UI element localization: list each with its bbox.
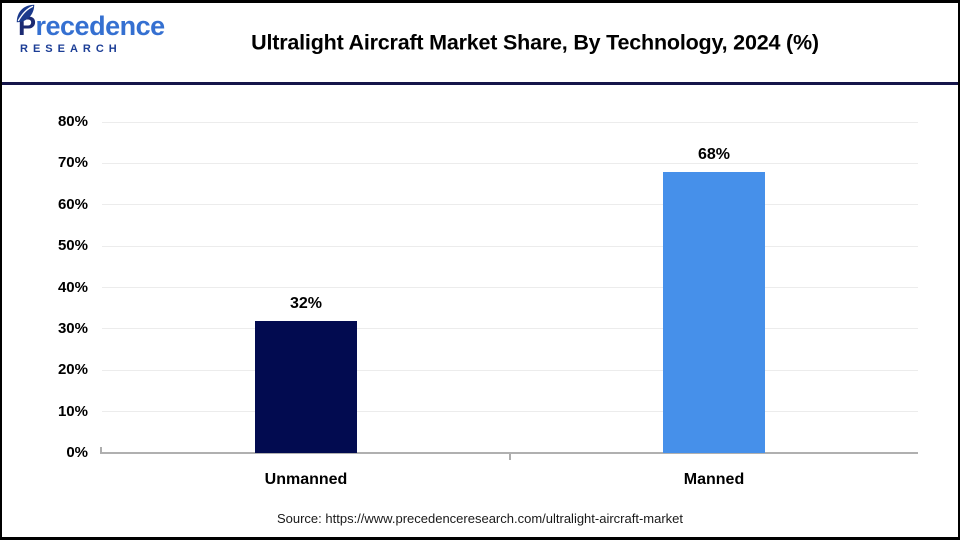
chart-title: Ultralight Aircraft Market Share, By Tec…	[251, 30, 819, 55]
leaf-icon	[16, 4, 35, 23]
bar-manned	[663, 171, 765, 453]
logo-subtitle-text: RESEARCH	[20, 42, 122, 55]
bar-unmanned	[255, 320, 357, 453]
x-axis-mid-tick	[509, 454, 511, 460]
header-separator	[2, 82, 958, 85]
bar-chart: 0% 10% 20% 30% 40% 50% 60% 70% 80% 32% Unmanned 68%…	[2, 3, 958, 537]
y-axis-tick-label: 10%	[57, 402, 88, 420]
gridline	[102, 121, 918, 123]
gridline	[102, 287, 918, 288]
y-axis-tick-label: 80%	[57, 113, 88, 130]
x-axis-category-label: Unmanned	[264, 471, 348, 488]
y-axis-tick-label: 60%	[57, 195, 88, 213]
bar-value-label: 68%	[697, 145, 731, 163]
gridline	[102, 204, 918, 206]
gridline	[102, 245, 918, 247]
logo-wordmark: Precedence	[16, 4, 165, 42]
x-axis-line	[100, 452, 918, 454]
gridline	[102, 162, 918, 164]
bar-value-label: 32%	[289, 294, 323, 312]
gridline	[102, 411, 918, 413]
y-axis-tick-label: 50%	[57, 237, 88, 255]
gridline	[102, 328, 918, 330]
y-axis-tick-label: 40%	[57, 278, 88, 296]
y-axis-tick-label: 0%	[66, 444, 88, 461]
x-axis-category-label: Manned	[683, 471, 745, 488]
precedence-research-logo: Precedence RESEARCH	[16, 4, 165, 55]
y-axis-tick-label: 70%	[57, 154, 88, 172]
source-text: Source: https://www.precedenceresearch.c…	[276, 511, 684, 526]
header: Precedence RESEARCH Ultralight Aircraft …	[2, 3, 958, 82]
x-axis-start-tick	[100, 447, 102, 453]
y-axis-tick-label: 30%	[57, 319, 88, 337]
gridline	[102, 369, 918, 371]
y-axis-tick-label: 20%	[57, 361, 88, 379]
